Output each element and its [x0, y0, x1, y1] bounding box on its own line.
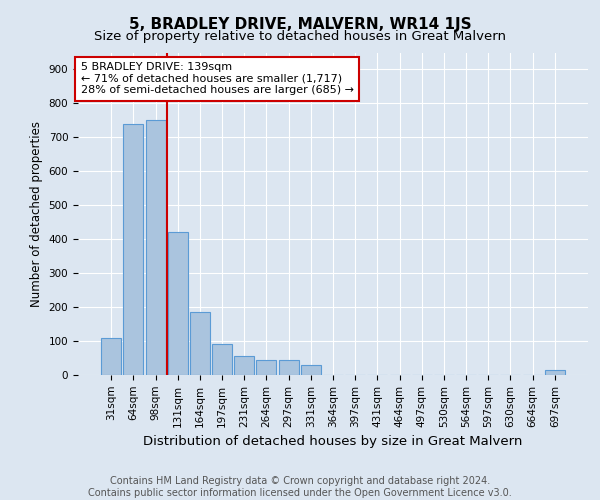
Bar: [124, 124, 143, 375]
Bar: [234, 356, 254, 375]
Bar: [545, 370, 565, 375]
Text: Contains HM Land Registry data © Crown copyright and database right 2024.
Contai: Contains HM Land Registry data © Crown c…: [88, 476, 512, 498]
Bar: [212, 344, 232, 375]
Y-axis label: Number of detached properties: Number of detached properties: [30, 120, 43, 306]
Bar: [146, 120, 166, 375]
Bar: [256, 360, 277, 375]
Text: 5, BRADLEY DRIVE, MALVERN, WR14 1JS: 5, BRADLEY DRIVE, MALVERN, WR14 1JS: [128, 18, 472, 32]
Bar: [301, 365, 321, 375]
Bar: [190, 312, 210, 375]
Text: 5 BRADLEY DRIVE: 139sqm
← 71% of detached houses are smaller (1,717)
28% of semi: 5 BRADLEY DRIVE: 139sqm ← 71% of detache…: [80, 62, 353, 96]
X-axis label: Distribution of detached houses by size in Great Malvern: Distribution of detached houses by size …: [143, 435, 523, 448]
Bar: [168, 232, 188, 375]
Bar: [101, 338, 121, 375]
Bar: [278, 360, 299, 375]
Text: Size of property relative to detached houses in Great Malvern: Size of property relative to detached ho…: [94, 30, 506, 43]
